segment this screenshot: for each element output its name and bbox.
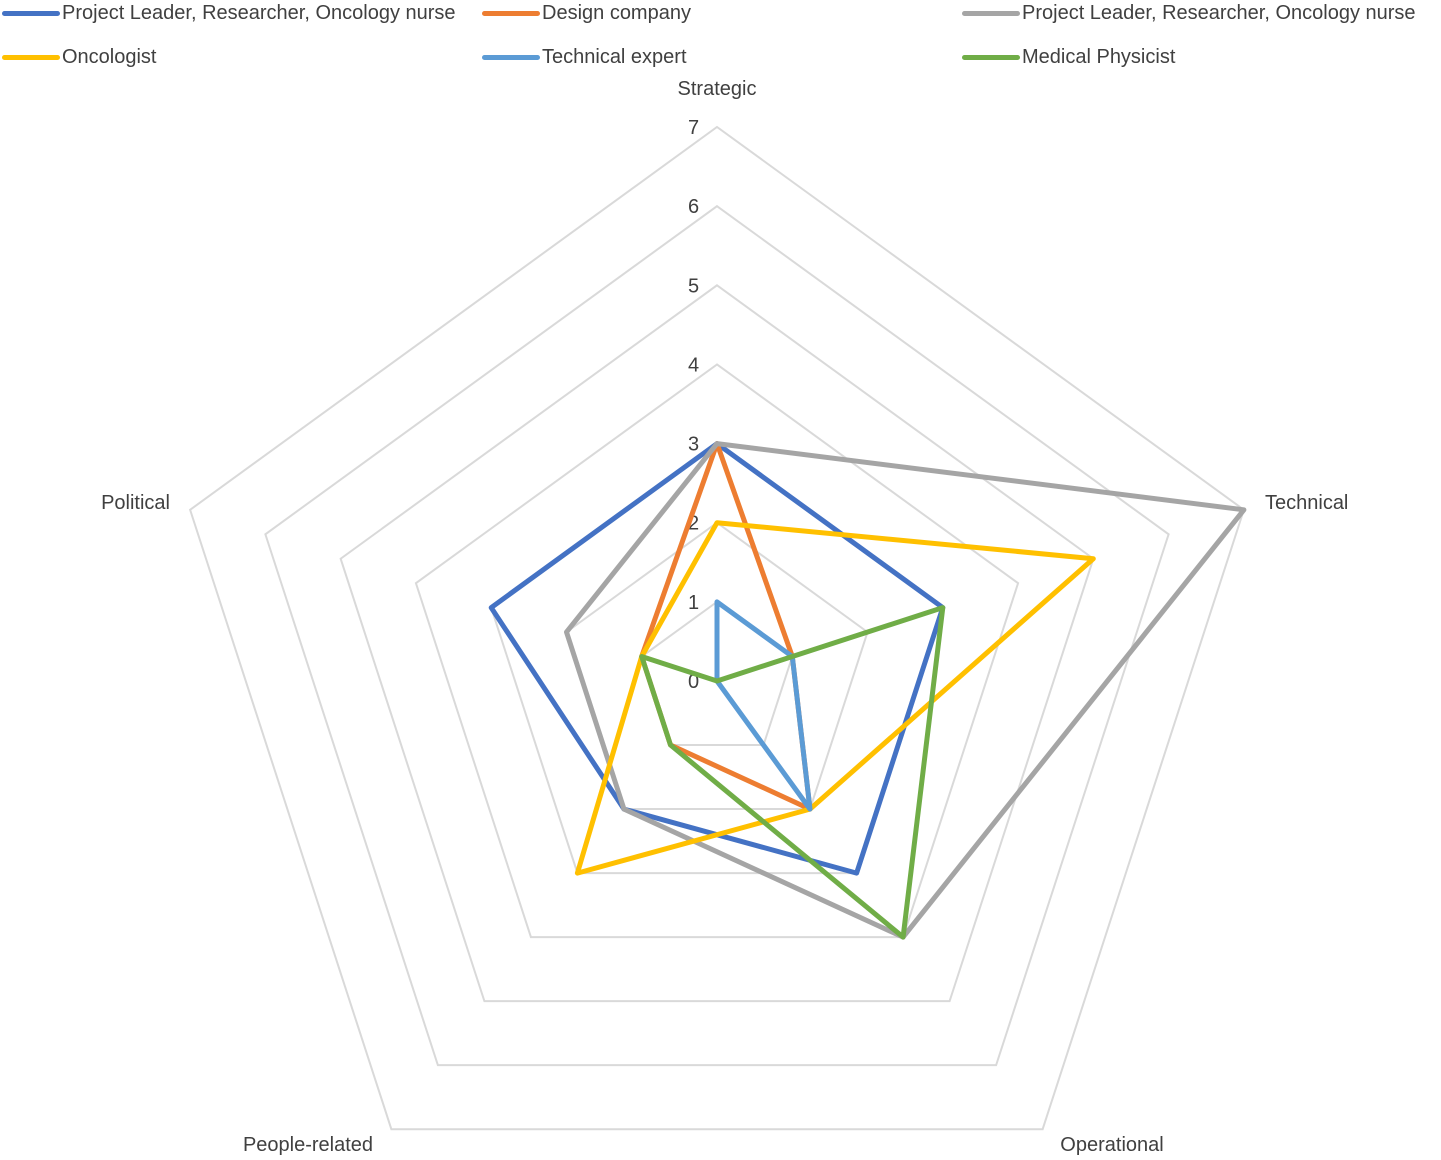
series-line [639, 605, 946, 940]
series-line [639, 441, 813, 812]
legend-label: Technical expert [542, 45, 687, 68]
legend-item: Design company [482, 1, 691, 25]
tick-label: 7 [688, 117, 699, 139]
grid-ring [565, 521, 869, 811]
series-lines [488, 441, 1247, 940]
axis-label: Political [101, 492, 170, 514]
tick-label: 1 [688, 592, 699, 614]
tick-labels: 0 1 2 3 4 5 6 7 [688, 117, 699, 693]
tick-label: 0 [688, 671, 699, 693]
legend-label: Project Leader, Researcher, Oncology nur… [1022, 1, 1416, 24]
legend-item: Medical Physicist [962, 45, 1175, 69]
legend-swatch [962, 54, 1020, 60]
legend-label: Oncologist [62, 45, 157, 68]
legend-swatch [962, 10, 1020, 16]
axis-labels: Strategic Technical Operational People-rela… [101, 78, 1348, 1156]
series-line [488, 441, 946, 876]
legend-item: Project Leader, Researcher, Oncology nur… [2, 1, 456, 25]
series-line [714, 599, 813, 812]
grid-ring [264, 204, 1170, 1067]
legend-item: Technical expert [482, 45, 687, 69]
grid-ring [188, 125, 1246, 1131]
legend-swatch [2, 10, 60, 16]
tick-label: 5 [688, 275, 699, 297]
series-line [574, 520, 1096, 876]
legend-swatch [482, 10, 540, 16]
axis-label: Operational [1060, 1134, 1163, 1156]
tick-label: 4 [688, 354, 699, 376]
axis-label: Strategic [678, 78, 757, 100]
grid-ring [339, 284, 1095, 1003]
tick-label: 3 [688, 434, 699, 456]
legend-swatch [482, 54, 540, 60]
tick-label: 6 [688, 196, 699, 218]
series-line [564, 441, 1247, 940]
legend-label: Medical Physicist [1022, 45, 1176, 68]
legend-swatch [2, 54, 60, 60]
tick-label: 2 [688, 513, 699, 535]
legend: Project Leader, Researcher, Oncology nur… [0, 0, 1441, 80]
legend-item: Project Leader, Researcher, Oncology nur… [962, 1, 1416, 25]
legend-label: Design company [542, 1, 691, 24]
legend-label: Project Leader, Researcher, Oncology nur… [62, 1, 456, 24]
axis-label: Technical [1265, 492, 1348, 514]
axis-label: People-related [243, 1134, 373, 1156]
legend-item: Oncologist [2, 45, 157, 69]
